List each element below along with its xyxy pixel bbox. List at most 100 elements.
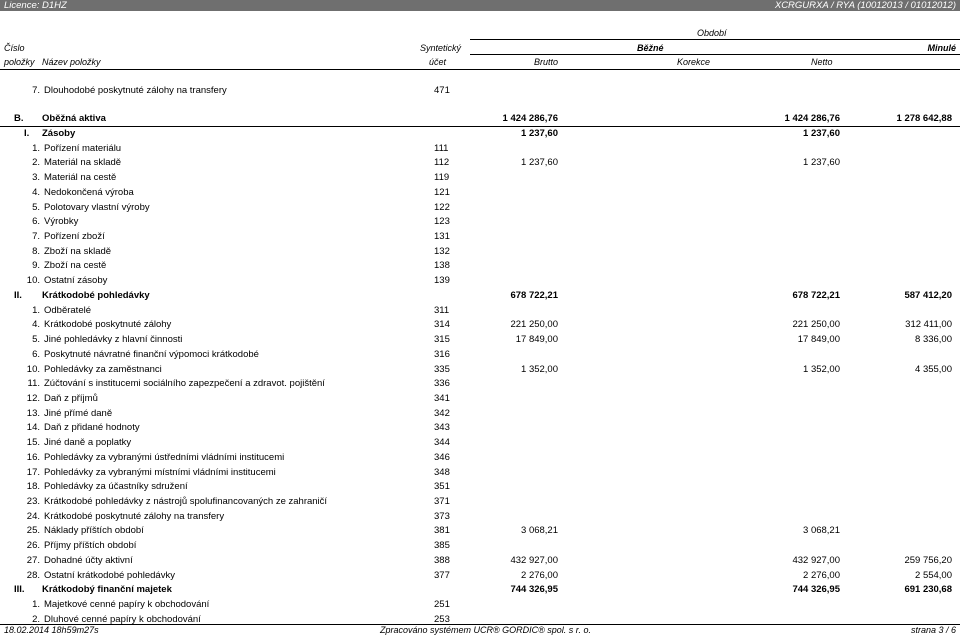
- row-number: 15.: [26, 437, 40, 449]
- row-account: 132: [434, 245, 450, 257]
- row-account: 121: [434, 186, 450, 198]
- row-bezne-netto: 432 927,00: [792, 554, 840, 566]
- row-account: 253: [434, 613, 450, 625]
- row-minule: 4 355,00: [915, 363, 952, 375]
- table-row: 2. Dluhové cenné papíry k obchodování 253: [0, 613, 960, 627]
- row-label: Krátkodobé poskytnuté zálohy: [44, 319, 172, 331]
- row-account: 119: [434, 172, 450, 184]
- row-account: 385: [434, 540, 450, 552]
- table-row: 10. Pohledávky za zaměstnanci 335 1 352,00 1…: [0, 363, 960, 377]
- row-number: 1.: [32, 599, 40, 611]
- row-label: Výrobky: [44, 216, 79, 228]
- row-bezne-brutto: 1 237,60: [521, 128, 558, 139]
- row-number: 2.: [32, 157, 40, 169]
- table-row: 10. Ostatní zásoby 139: [0, 274, 960, 288]
- table-row: 13. Jiné přímé daně 342: [0, 407, 960, 421]
- row-number: 11.: [27, 378, 40, 390]
- row-label: Krátkodobé pohledávky z nástrojů spolufi…: [44, 496, 328, 507]
- row-bezne-brutto: 678 722,21: [510, 289, 558, 301]
- row-minule: 691 230,68: [904, 584, 952, 596]
- row-number: 26.: [26, 540, 40, 552]
- table-row: 24. Krátkodobé poskytnuté zálohy na trans…: [0, 510, 960, 524]
- table-row: 26. Příjmy příštích období 385: [0, 539, 960, 553]
- row-number: 13.: [26, 407, 40, 419]
- header-nazev: Název položky: [42, 57, 101, 67]
- header-korekce: Korekce: [677, 57, 711, 67]
- row-bezne-netto: 2 276,00: [803, 569, 840, 581]
- table-row: 7. Dlouhodobé poskytnuté zálohy na transf…: [0, 84, 960, 98]
- row-account: 348: [434, 466, 450, 478]
- row-number: 16.: [26, 451, 40, 463]
- row-bezne-netto: 17 849,00: [797, 334, 840, 346]
- row-bezne-brutto: 1 352,00: [521, 363, 558, 375]
- row-label: Pohledávky za zaměstnanci: [44, 363, 162, 375]
- header-divider-top: [470, 39, 960, 40]
- row-label: Ostatní krátkodobé pohledávky: [44, 569, 175, 581]
- header-divider-mid: [470, 54, 960, 55]
- table-row: 1. Majetkové cenné papíry k obchodování 25…: [0, 598, 960, 612]
- row-label: Krátkodobý finanční majetek: [42, 584, 172, 596]
- footer-page: strana 3 / 6: [910, 625, 956, 635]
- row-account: 111: [434, 142, 449, 154]
- row-label: Krátkodobé pohledávky: [42, 289, 150, 301]
- row-label: Zásoby: [42, 128, 76, 139]
- page-footer: 18.02.2014 18h59m27s Zpracováno systémem…: [0, 624, 960, 636]
- row-minule: 2 554,00: [915, 569, 952, 581]
- table-row: B. Oběžná aktiva 1 424 286,76 1 424 286,76 1…: [0, 112, 960, 127]
- table-row: 8. Zboží na skladě 132: [0, 245, 960, 259]
- header-divider-bottom: [0, 69, 960, 70]
- row-number: 7.: [32, 231, 40, 243]
- table-row: 18. Pohledávky za účastníky sdružení 351: [0, 480, 960, 494]
- row-number: 5.: [32, 201, 40, 213]
- row-minule: 1 278 642,88: [896, 113, 952, 124]
- row-number: 17.: [26, 466, 40, 478]
- header-bezne: Běžné: [637, 43, 664, 53]
- header-cislo: Číslo: [4, 43, 25, 53]
- row-label: Dohadné účty aktivní: [44, 554, 133, 566]
- row-number: 8.: [32, 245, 40, 257]
- row-label: Jiné pohledávky z hlavní činnosti: [44, 334, 183, 346]
- row-account: 343: [434, 422, 450, 434]
- row-account: 314: [434, 319, 450, 331]
- row-minule: 312 411,00: [905, 319, 952, 331]
- table-row: 7. Pořízení zboží 131: [0, 230, 960, 244]
- row-label: Poskytnuté návratné finanční výpomoci kr…: [44, 348, 259, 360]
- row-account: 335: [434, 363, 450, 375]
- table-row: 4. Krátkodobé poskytnuté zálohy 314 221 250…: [0, 318, 960, 332]
- row-number: 1.: [32, 142, 40, 154]
- table-row: 12. Daň z příjmů 341: [0, 392, 960, 406]
- row-minule: 8 336,00: [915, 334, 952, 346]
- table-row: 6. Výrobky 123: [0, 215, 960, 229]
- table-row: 9. Zboží na cestě 138: [0, 259, 960, 273]
- row-number: 23.: [26, 496, 40, 507]
- row-bezne-brutto: 1 424 286,76: [502, 113, 558, 124]
- row-label: Pořízení materiálu: [44, 142, 122, 154]
- row-label: Materiál na cestě: [44, 172, 117, 184]
- row-bezne-netto: 1 237,60: [803, 157, 840, 169]
- row-account: 351: [434, 481, 450, 493]
- row-account: 112: [434, 157, 450, 169]
- row-number: 4.: [32, 319, 40, 331]
- table-row: I. Zásoby 1 237,60 1 237,60: [0, 127, 960, 141]
- table-row: 5. Jiné pohledávky z hlavní činnosti 315 17…: [0, 333, 960, 347]
- row-label: Nedokončená výroba: [44, 186, 134, 198]
- row-number: III.: [14, 584, 25, 596]
- header-brutto: Brutto: [534, 57, 559, 67]
- row-number: 4.: [32, 186, 40, 198]
- row-number: 1.: [32, 304, 40, 316]
- row-account: 336: [434, 378, 450, 390]
- table-row: 5. Polotovary vlastní výroby 122: [0, 201, 960, 215]
- row-account: 316: [434, 348, 450, 360]
- row-account: 346: [434, 451, 450, 463]
- row-minule: 259 756,20: [904, 554, 952, 566]
- row-bezne-netto: 744 326,95: [792, 584, 840, 596]
- row-account: 251: [434, 599, 450, 611]
- row-number: 6.: [32, 216, 40, 228]
- row-label: Pohledávky za účastníky sdružení: [44, 481, 188, 493]
- row-number: 9.: [32, 260, 40, 272]
- header-ucet: účet: [429, 57, 447, 67]
- row-label: Oběžná aktiva: [42, 113, 106, 124]
- table-row: 6. Poskytnuté návratné finanční výpomoci …: [0, 348, 960, 362]
- row-bezne-brutto: 3 068,21: [521, 525, 558, 537]
- row-account: 311: [434, 304, 450, 316]
